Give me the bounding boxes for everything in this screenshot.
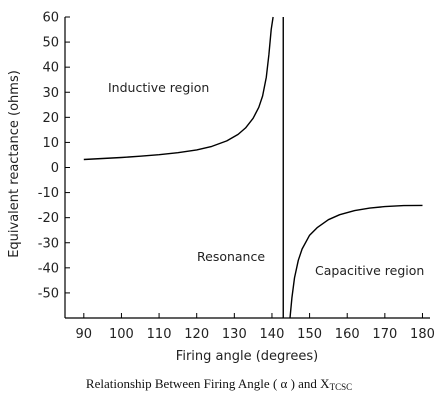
figure-caption: Relationship Between Firing Angle ( α ) … — [0, 376, 438, 392]
capacitive-curve — [289, 204, 423, 319]
capacitive-region-label: Capacitive region — [315, 263, 424, 278]
x-tick-label: 110 — [147, 327, 172, 342]
y-tick-label: 40 — [42, 61, 59, 76]
y-tick-label: 10 — [42, 136, 59, 151]
x-axis-title: Firing angle (degrees) — [176, 349, 318, 364]
x-tick-label: 90 — [76, 327, 93, 342]
y-tick-label: 30 — [42, 86, 59, 101]
y-tick-label: 60 — [42, 11, 59, 26]
x-tick-label: 170 — [372, 327, 397, 342]
y-tick-label: -40 — [38, 261, 59, 276]
caption-text: Relationship Between Firing Angle ( α ) … — [85, 376, 330, 391]
y-tick-label: 20 — [42, 111, 59, 126]
inductive-region-label: Inductive region — [108, 80, 209, 95]
y-tick-label: 0 — [51, 161, 59, 176]
y-tick-label: -10 — [38, 186, 59, 201]
series-layer — [83, 16, 423, 319]
x-tick-label: 180 — [410, 327, 435, 342]
y-tick-label: -30 — [38, 236, 59, 251]
x-tick-label: 140 — [260, 327, 285, 342]
x-ticks: 90 100 110 120 130 140 150 160 170 180 — [76, 313, 435, 342]
caption-subscript: TCSC — [329, 382, 353, 392]
x-tick-label: 100 — [109, 327, 134, 342]
x-tick-label: 130 — [222, 327, 247, 342]
y-tick-label: -20 — [38, 211, 59, 226]
x-tick-label: 160 — [335, 327, 360, 342]
x-tick-label: 120 — [184, 327, 209, 342]
y-tick-label: 50 — [42, 36, 59, 51]
inductive-curve — [83, 16, 274, 161]
x-tick-label: 150 — [297, 327, 322, 342]
y-tick-label: -50 — [38, 286, 59, 301]
y-ticks: 60 50 40 30 20 10 0 -10 -20 -30 -40 -50 — [38, 11, 70, 301]
resonance-label: Resonance — [197, 249, 265, 264]
y-axis-title: Equivalent reactance (ohms) — [7, 70, 22, 258]
